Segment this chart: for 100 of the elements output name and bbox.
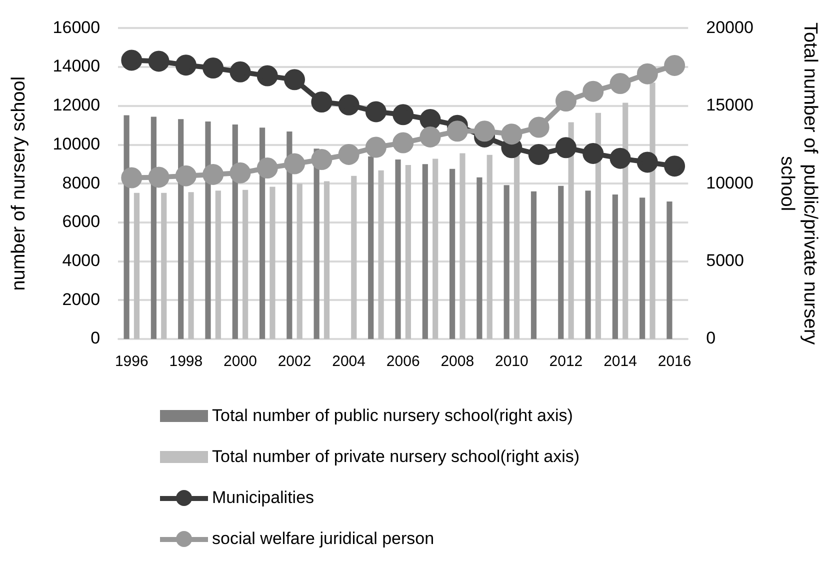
bar (460, 153, 466, 339)
point (256, 65, 278, 86)
y2-tick-label: 15000 (706, 96, 754, 115)
bar (422, 164, 428, 339)
bar (324, 181, 330, 339)
bar (232, 124, 238, 339)
point (610, 148, 631, 169)
bar (395, 160, 401, 339)
y-tick-label: 12000 (52, 96, 100, 115)
bar (530, 191, 537, 339)
point (365, 136, 386, 158)
bar (215, 190, 221, 339)
point (175, 165, 196, 186)
x-tick-label: 2010 (494, 353, 528, 370)
bar (286, 132, 292, 339)
bar (351, 176, 357, 339)
bar (650, 82, 656, 339)
bar (242, 190, 248, 339)
x-tick-label: 2000 (224, 353, 257, 370)
bar (622, 102, 628, 339)
x-tick-label: 2006 (386, 353, 420, 370)
x-tick-label: 2016 (658, 353, 692, 370)
x-tick-label: 2012 (549, 353, 583, 370)
bar (486, 154, 492, 339)
y-tick-label: 14000 (52, 56, 100, 76)
point (420, 126, 441, 148)
bar (188, 192, 194, 339)
y2-tick-label: 5000 (706, 250, 744, 270)
point (311, 149, 332, 170)
bar (504, 185, 510, 339)
point (256, 158, 278, 179)
y2-axis-title: Total number of public/private nursery school (776, 22, 820, 346)
x-tick-label: 1996 (114, 353, 148, 370)
y2-tick-label: 20000 (706, 18, 754, 37)
point (582, 80, 604, 102)
point (474, 120, 496, 142)
point (175, 54, 196, 76)
point (121, 167, 142, 188)
y2-tick-label: 10000 (706, 173, 754, 192)
y-tick-label: 2000 (62, 290, 100, 309)
point (230, 61, 251, 82)
x-tick-label: 2004 (332, 353, 366, 370)
bar (178, 119, 184, 339)
bar (666, 201, 672, 339)
point (392, 132, 414, 154)
point (582, 142, 604, 164)
point (501, 124, 522, 145)
point (284, 153, 306, 174)
point (365, 101, 386, 122)
y-tick-label: 8000 (62, 173, 100, 192)
point (610, 73, 631, 94)
point (528, 116, 550, 138)
x-tick-label: 2002 (278, 353, 312, 370)
bar (270, 186, 276, 339)
bar (585, 190, 591, 339)
bar (476, 177, 482, 339)
point (148, 166, 170, 188)
point (338, 94, 360, 116)
point (392, 104, 414, 126)
bar (134, 192, 140, 339)
y-tick-label: 4000 (62, 250, 100, 270)
legend-label: social welfare juridical person (212, 528, 434, 548)
bar (205, 121, 211, 339)
point (311, 92, 332, 113)
point (664, 54, 686, 76)
point (555, 137, 576, 158)
y-tick-label: 0 (90, 328, 100, 348)
legend-label: Municipalities (212, 488, 314, 508)
point (284, 69, 306, 90)
bar (640, 198, 646, 339)
bar (612, 194, 618, 339)
bar (432, 158, 438, 339)
point (230, 162, 251, 184)
bar (368, 156, 374, 339)
x-tick-label: 2008 (440, 353, 474, 370)
point (202, 164, 224, 185)
bar (514, 156, 520, 339)
bar (568, 122, 574, 339)
bar (378, 170, 384, 339)
legend-label: Total number of public nursery school(right axis) (212, 406, 573, 426)
x-tick-label: 1998 (169, 353, 203, 370)
bar (259, 128, 266, 339)
point (202, 58, 224, 79)
point (121, 50, 142, 71)
bar (405, 164, 411, 339)
bar (450, 168, 456, 339)
y2-tick-label: 0 (706, 328, 716, 348)
point (664, 156, 686, 177)
point (446, 120, 468, 142)
y-axis-title: number of nursery school (8, 76, 30, 291)
bar (150, 116, 156, 339)
x-tick-label: 2014 (604, 353, 637, 370)
y-tick-label: 6000 (62, 212, 100, 232)
bar (595, 112, 602, 339)
point (528, 144, 550, 165)
bar (124, 115, 130, 339)
point (338, 144, 360, 165)
legend-label: Total number of private nursery school(right axis) (212, 446, 580, 466)
point (555, 90, 576, 112)
bar (296, 184, 302, 339)
